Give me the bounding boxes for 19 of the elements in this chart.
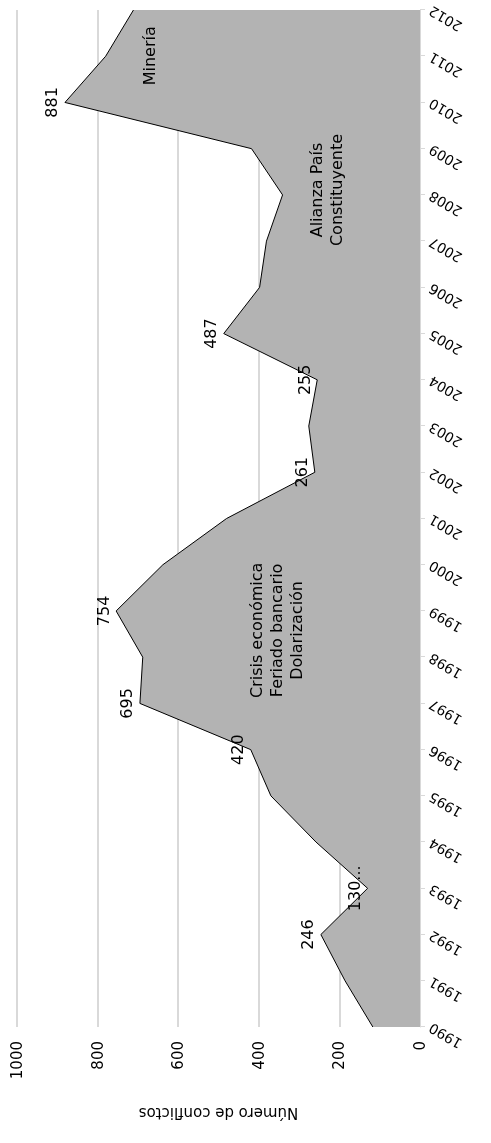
data-label: 246 [298,919,318,950]
annotation: Alianza País Constituyente [307,133,347,247]
data-label: 881 [42,87,62,118]
data-label: 130... [345,865,365,912]
x-tick-label: 0 [411,1041,429,1051]
annotation: Crisis económica Feriado bancario Dolarización [247,562,307,699]
data-label: 261 [292,457,312,488]
data-label: 487 [201,318,221,349]
x-tick-label: 200 [330,1041,349,1070]
data-label: 255 [294,364,314,396]
annotation: Minería [140,26,160,86]
x-tick-label: 1000 [8,1041,26,1080]
x-tick-label: 600 [169,1041,188,1070]
x-axis-title: Número de conflictos [138,1103,299,1122]
x-tick-label: 800 [88,1041,107,1070]
data-label: 695 [117,688,137,719]
data-label: 420 [228,734,248,765]
x-tick-label: 400 [249,1041,268,1070]
data-label: 754 [93,595,113,627]
